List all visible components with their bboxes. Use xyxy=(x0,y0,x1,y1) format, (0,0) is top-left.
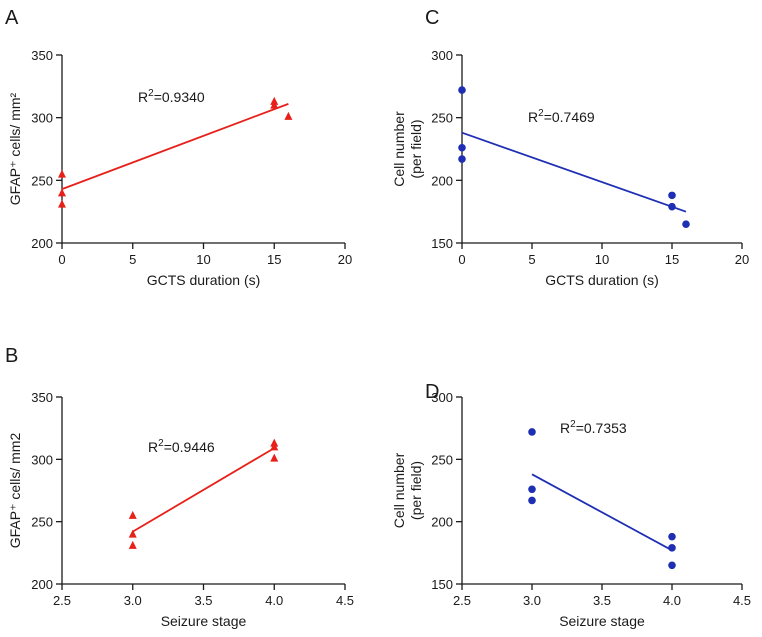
panel-b: B 2.5 3.0 3.5 4.0 4.5 200 250 300 350 Seizure stag… xyxy=(5,345,354,629)
x-tick-label: 3.0 xyxy=(523,593,541,608)
y-tick-label: 200 xyxy=(31,236,53,251)
panel-d: D 2.5 3.0 3.5 4.0 4.5 150 200 250 300 Seizure stag… xyxy=(391,381,751,629)
r-squared-exponent: 2 xyxy=(570,419,576,430)
y-tick-label: 300 xyxy=(431,48,453,63)
y-tick-label: 250 xyxy=(431,452,453,467)
data-point xyxy=(682,220,690,228)
data-point xyxy=(284,111,293,120)
r-squared-value: =0.7469 xyxy=(544,109,595,125)
r-squared-value: =0.9446 xyxy=(164,439,215,455)
r-squared-exponent: 2 xyxy=(148,88,154,99)
r-squared-label: R2=0.7469 xyxy=(528,108,595,125)
x-tick-label: 4.0 xyxy=(663,593,681,608)
y-axis-label: GFAP⁺ cells/ mm² xyxy=(7,92,23,205)
x-tick-label: 2.5 xyxy=(53,593,71,608)
data-point xyxy=(58,199,66,208)
y-tick-label: 300 xyxy=(31,452,53,467)
x-tick-label: 5 xyxy=(129,252,136,267)
x-tick-label: 10 xyxy=(595,252,609,267)
r-squared-prefix: R xyxy=(528,109,538,125)
x-tick-label: 3.5 xyxy=(593,593,611,608)
x-axis-label: Seizure stage xyxy=(161,613,247,629)
r-squared-exponent: 2 xyxy=(538,108,544,119)
y-tick-label: 200 xyxy=(431,173,453,188)
y-axis-label: Cell number xyxy=(391,111,407,187)
data-point xyxy=(668,561,676,570)
data-point xyxy=(528,485,536,494)
r-squared-prefix: R xyxy=(138,89,148,105)
panel-letter: C xyxy=(425,7,439,29)
panel-a: A 0 5 10 15 20 200 250 300 350 GCTS duration (s) GF… xyxy=(5,7,352,288)
y-tick-label: 150 xyxy=(431,236,453,251)
data-point xyxy=(270,442,279,451)
x-tick-label: 5 xyxy=(528,252,535,267)
data-point xyxy=(270,453,279,462)
data-point xyxy=(128,540,137,549)
x-tick-label: 0 xyxy=(458,252,465,267)
r-squared-exponent: 2 xyxy=(158,438,164,449)
data-point xyxy=(668,191,676,200)
data-point xyxy=(528,428,536,436)
y-tick-label: 150 xyxy=(431,577,453,592)
data-point xyxy=(668,544,676,552)
x-tick-label: 10 xyxy=(196,252,210,267)
y-axis-label: (per field) xyxy=(408,119,424,178)
y-tick-label: 200 xyxy=(431,515,453,530)
y-axis-label: Cell number xyxy=(391,452,407,528)
y-tick-label: 250 xyxy=(431,111,453,126)
x-tick-label: 15 xyxy=(665,252,679,267)
x-tick-label: 3.5 xyxy=(194,593,212,608)
data-point xyxy=(458,155,466,163)
panel-letter: D xyxy=(425,381,439,403)
y-tick-label: 350 xyxy=(31,390,53,405)
x-axis-label: GCTS duration (s) xyxy=(545,272,659,288)
data-point xyxy=(128,510,137,519)
x-tick-label: 4.0 xyxy=(265,593,283,608)
y-tick-label: 200 xyxy=(31,577,53,592)
y-tick-label: 300 xyxy=(31,111,53,126)
x-tick-label: 2.5 xyxy=(453,593,471,608)
data-point xyxy=(58,169,66,178)
x-tick-label: 4.5 xyxy=(733,593,751,608)
x-tick-label: 20 xyxy=(338,252,352,267)
y-axis-label: GFAP⁺ cells/ mm2 xyxy=(7,433,23,549)
y-tick-label: 250 xyxy=(31,173,53,188)
data-point xyxy=(668,202,676,211)
regression-line xyxy=(61,103,289,190)
x-axis-label: GCTS duration (s) xyxy=(147,272,261,288)
r-squared-value: =0.9340 xyxy=(154,89,205,105)
panel-c: C 0 5 10 15 20 150 200 250 300 GCTS duration (s) Ce… xyxy=(391,7,749,288)
r-squared-label: R2=0.9340 xyxy=(138,88,205,105)
r-squared-label: R2=0.7353 xyxy=(560,419,627,436)
data-point xyxy=(668,532,676,541)
data-point xyxy=(128,529,137,538)
y-tick-label: 350 xyxy=(31,48,53,63)
data-point xyxy=(270,100,279,109)
data-point xyxy=(528,496,536,505)
r-squared-prefix: R xyxy=(560,420,570,436)
r-squared-value: =0.7353 xyxy=(576,420,627,436)
x-tick-label: 0 xyxy=(58,252,65,267)
data-point xyxy=(58,188,66,197)
regression-line xyxy=(461,131,687,213)
data-point xyxy=(458,86,466,94)
data-point xyxy=(458,143,466,152)
y-tick-label: 250 xyxy=(31,515,53,530)
regression-line xyxy=(531,473,673,552)
y-tick-label: 300 xyxy=(431,390,453,405)
x-axis-label: Seizure stage xyxy=(559,613,645,629)
r-squared-prefix: R xyxy=(148,439,158,455)
x-tick-label: 20 xyxy=(735,252,749,267)
panel-letter: B xyxy=(5,345,18,367)
x-tick-label: 15 xyxy=(267,252,281,267)
panel-letter: A xyxy=(5,7,19,29)
x-tick-label: 3.0 xyxy=(124,593,142,608)
regression-line xyxy=(132,447,275,533)
r-squared-label: R2=0.9446 xyxy=(148,438,215,455)
x-tick-label: 4.5 xyxy=(336,593,354,608)
y-axis-label: (per field) xyxy=(408,461,424,520)
